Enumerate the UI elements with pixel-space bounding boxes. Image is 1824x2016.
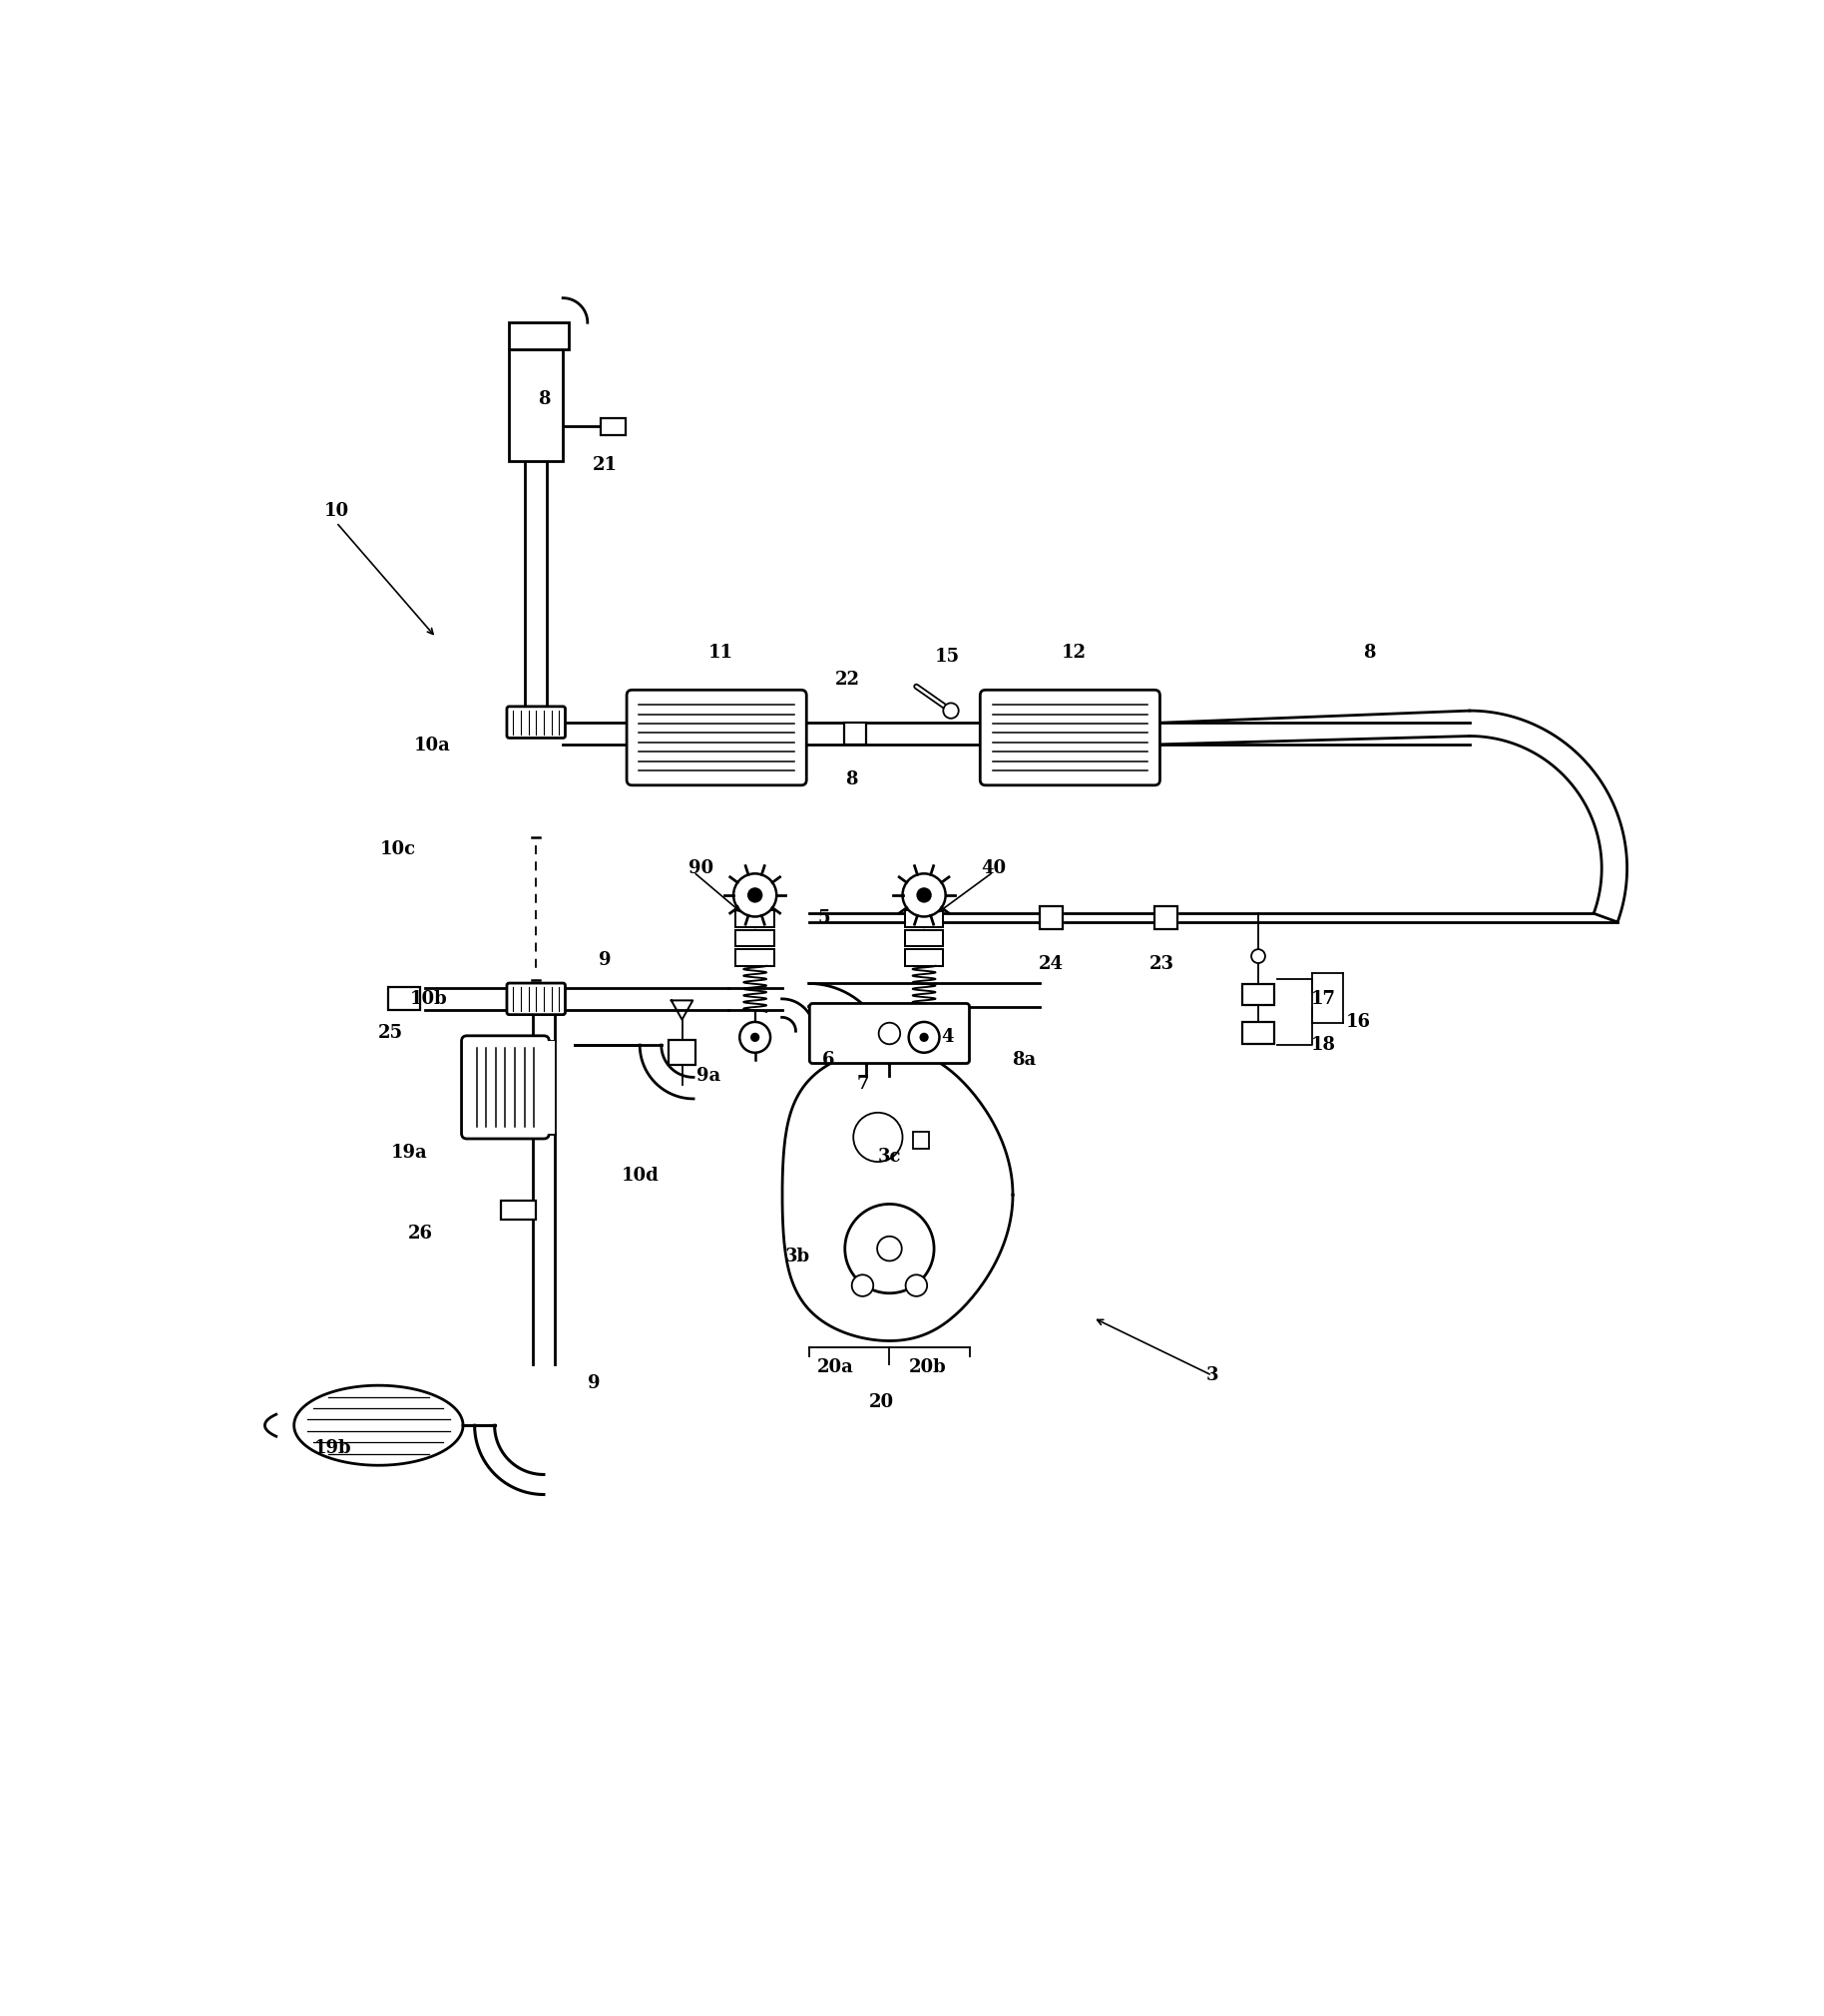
- Circle shape: [845, 1204, 934, 1292]
- Text: 6: 6: [823, 1052, 834, 1068]
- Text: 20: 20: [870, 1393, 894, 1411]
- Bar: [1242, 1022, 1275, 1044]
- Text: 10a: 10a: [414, 736, 451, 754]
- Text: 22: 22: [835, 671, 859, 689]
- Bar: [905, 950, 943, 966]
- Bar: [912, 1131, 930, 1149]
- Circle shape: [916, 887, 932, 903]
- Text: 19b: 19b: [314, 1439, 352, 1458]
- Bar: [600, 417, 626, 435]
- Text: 9a: 9a: [697, 1066, 720, 1085]
- Text: 10: 10: [323, 502, 348, 520]
- Circle shape: [943, 704, 959, 718]
- Circle shape: [852, 1274, 874, 1296]
- Bar: [1242, 984, 1275, 1006]
- FancyBboxPatch shape: [461, 1036, 549, 1139]
- Bar: [533, 1040, 554, 1133]
- Text: 7: 7: [855, 1075, 868, 1093]
- Bar: [509, 349, 564, 462]
- FancyBboxPatch shape: [507, 984, 565, 1014]
- Text: 8: 8: [845, 770, 857, 788]
- Bar: [1040, 907, 1062, 929]
- Bar: [1155, 907, 1178, 929]
- Bar: [989, 724, 1151, 744]
- Bar: [905, 929, 943, 948]
- Text: 23: 23: [1149, 956, 1175, 974]
- Circle shape: [733, 873, 777, 917]
- Text: 11: 11: [708, 643, 733, 661]
- Bar: [845, 724, 866, 744]
- FancyBboxPatch shape: [507, 706, 565, 738]
- Bar: [669, 1040, 695, 1064]
- Text: 26: 26: [409, 1224, 434, 1242]
- Bar: [905, 911, 943, 927]
- Bar: [502, 1202, 536, 1220]
- Bar: [509, 323, 569, 349]
- Text: 10c: 10c: [379, 841, 416, 859]
- Text: 19a: 19a: [390, 1143, 427, 1161]
- Text: 40: 40: [981, 859, 1005, 877]
- FancyBboxPatch shape: [627, 689, 806, 786]
- Text: 16: 16: [1346, 1012, 1370, 1030]
- Circle shape: [903, 873, 945, 917]
- Circle shape: [919, 1032, 928, 1042]
- Text: 3c: 3c: [877, 1147, 901, 1165]
- Text: 10d: 10d: [620, 1167, 658, 1185]
- Circle shape: [908, 1022, 939, 1052]
- Text: 20a: 20a: [817, 1359, 854, 1377]
- Text: 17: 17: [1311, 990, 1335, 1008]
- Text: 5: 5: [817, 909, 830, 927]
- Circle shape: [905, 1274, 927, 1296]
- Bar: [735, 950, 773, 966]
- Bar: [637, 724, 797, 744]
- Circle shape: [879, 1022, 901, 1044]
- Text: 9: 9: [598, 952, 611, 970]
- Text: 10b: 10b: [410, 990, 447, 1008]
- Text: 9: 9: [587, 1375, 600, 1393]
- Text: 3: 3: [1206, 1367, 1218, 1385]
- Text: 18: 18: [1311, 1036, 1335, 1054]
- Text: 12: 12: [1062, 643, 1087, 661]
- Bar: [735, 929, 773, 948]
- Bar: [735, 911, 773, 927]
- FancyBboxPatch shape: [810, 1004, 969, 1062]
- Bar: [389, 988, 420, 1010]
- Text: 8: 8: [538, 391, 551, 409]
- Text: 4: 4: [941, 1028, 954, 1046]
- Text: 20b: 20b: [908, 1359, 947, 1377]
- Text: 21: 21: [593, 456, 618, 474]
- FancyBboxPatch shape: [979, 689, 1160, 786]
- Text: 90: 90: [689, 859, 713, 877]
- Circle shape: [1251, 950, 1266, 964]
- Circle shape: [877, 1236, 901, 1260]
- Circle shape: [854, 1113, 903, 1161]
- Circle shape: [748, 887, 762, 903]
- Text: 8: 8: [1363, 643, 1375, 661]
- Text: 15: 15: [934, 647, 959, 665]
- Text: 3b: 3b: [784, 1248, 810, 1266]
- Circle shape: [741, 1022, 770, 1052]
- Text: 24: 24: [1038, 956, 1063, 974]
- Text: 8a: 8a: [1012, 1052, 1036, 1068]
- Circle shape: [750, 1032, 759, 1042]
- Text: 25: 25: [378, 1024, 403, 1042]
